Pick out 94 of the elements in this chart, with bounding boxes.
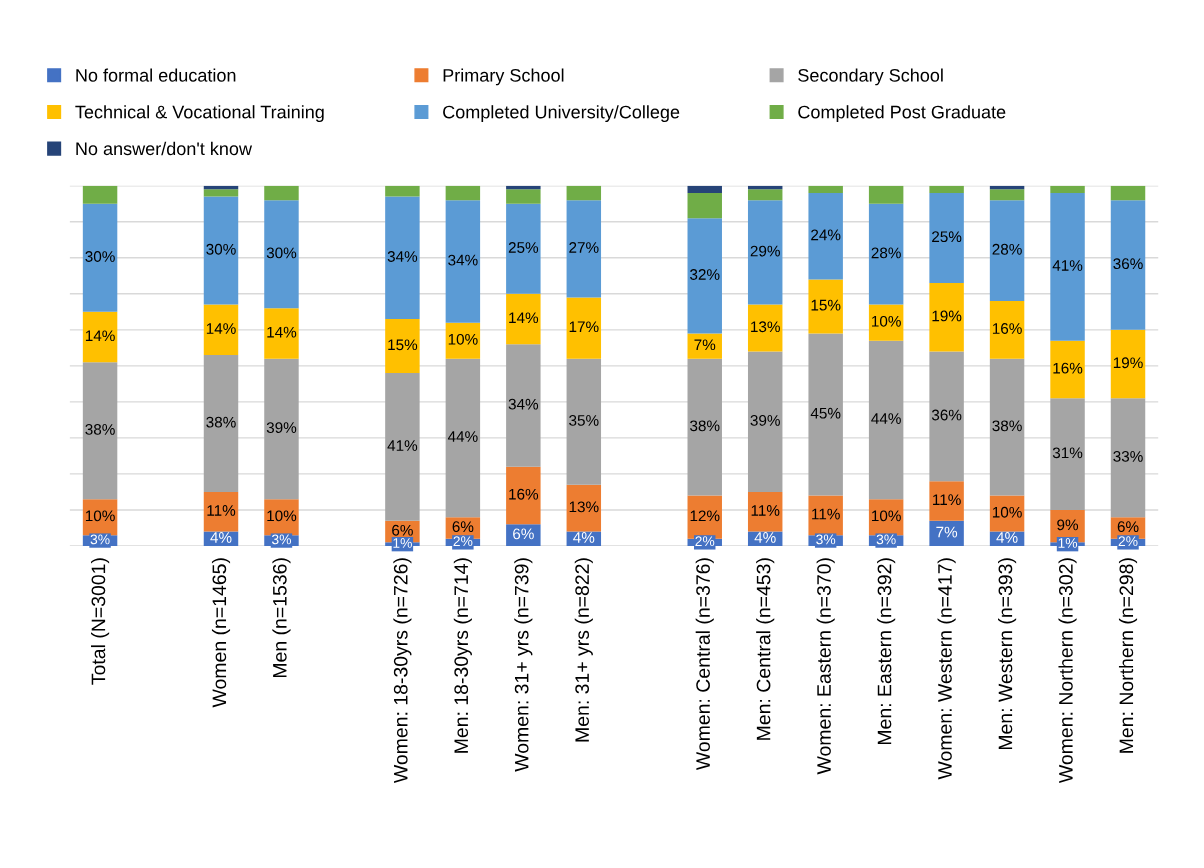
data-label: 16% — [992, 323, 1022, 334]
data-label: 6% — [452, 521, 474, 533]
data-label: 36% — [1113, 258, 1143, 270]
data-label: 32% — [690, 269, 720, 280]
data-label: 3% — [816, 534, 836, 545]
data-label: 13% — [751, 321, 780, 333]
data-label: 15% — [811, 299, 841, 311]
data-label: 28% — [992, 243, 1022, 255]
data-label: 14% — [85, 330, 115, 342]
x-tick-label: Men: Northern (n=298) — [1118, 558, 1138, 753]
legend-label: Technical & Vocational Training — [75, 105, 324, 122]
data-label: 4% — [573, 532, 595, 543]
data-label: 44% — [447, 431, 478, 442]
x-tick-label: Men (n=1536) — [272, 558, 291, 678]
legend-label: No formal education — [76, 68, 236, 82]
data-label: 17% — [569, 321, 599, 333]
data-label: 10% — [872, 510, 901, 522]
data-label: 44% — [871, 413, 901, 424]
data-label: 10% — [267, 510, 297, 522]
x-tick-label: Women: Central (n=376) — [695, 558, 714, 771]
data-label: 30% — [266, 247, 297, 259]
data-label: 11% — [933, 494, 961, 505]
data-label: 38% — [85, 423, 115, 435]
data-label: 39% — [266, 422, 297, 433]
x-tick-label: Women (n=1465) — [211, 558, 231, 708]
legend-label: No answer/don't know — [76, 141, 253, 156]
x-tick-label: Men: Central (n=453) — [756, 558, 775, 740]
data-label: 27% — [569, 242, 599, 253]
legend-label: Primary School — [443, 68, 564, 86]
data-label: 10% — [872, 315, 901, 327]
data-label: 10% — [992, 506, 1022, 518]
data-label: 34% — [387, 251, 418, 262]
data-label: 9% — [1057, 519, 1079, 531]
data-label: 13% — [569, 501, 599, 513]
data-label: 3% — [876, 534, 896, 545]
data-label: 19% — [1113, 357, 1143, 369]
data-label: 31% — [1052, 447, 1083, 459]
data-label: 38% — [992, 420, 1022, 432]
data-label: 45% — [810, 407, 841, 419]
x-tick-label: Women: Eastern (n=370) — [816, 558, 835, 775]
data-label: 1% — [1058, 538, 1078, 548]
data-label: 16% — [1053, 362, 1083, 374]
data-label: 25% — [508, 242, 539, 253]
data-label: 6% — [392, 524, 413, 536]
x-tick-label: Total (N=3001) — [91, 558, 110, 685]
data-label: 4% — [210, 532, 232, 543]
data-label: 41% — [387, 440, 418, 451]
data-label: 29% — [750, 245, 780, 257]
data-label: 6% — [513, 528, 534, 540]
data-label: 19% — [932, 310, 962, 322]
data-label: 10% — [448, 333, 478, 345]
data-label: 39% — [750, 414, 780, 426]
x-tick-label: Men: Eastern (n=392) — [877, 558, 896, 745]
data-label: 7% — [694, 339, 716, 351]
data-label: 11% — [207, 505, 236, 516]
legend-label: Completed University/College — [443, 105, 680, 122]
legend-label: Completed Post Graduate — [798, 105, 1006, 122]
x-tick-label: Women: Western (n=417) — [937, 558, 956, 780]
data-label: 30% — [85, 251, 115, 262]
x-tick-label: Men: Western (n=393) — [998, 558, 1017, 750]
data-label: 4% — [996, 532, 1018, 543]
data-label: 33% — [1113, 451, 1143, 462]
data-label: 14% — [267, 326, 297, 338]
data-label: 11% — [751, 505, 780, 516]
data-label: 4% — [754, 532, 776, 543]
data-label: 34% — [448, 254, 478, 266]
data-label: 24% — [811, 229, 841, 241]
x-tick-label: Women: Northern (n=302) — [1058, 558, 1077, 784]
x-tick-label: Men: 18-30yrs (n=714) — [453, 558, 472, 753]
data-label: 36% — [931, 409, 962, 421]
data-label: 38% — [690, 420, 720, 432]
x-tick-label: Men: 31+ yrs (n=822) — [574, 558, 593, 742]
data-label: 10% — [85, 510, 115, 522]
data-label: 3% — [90, 534, 110, 545]
data-label: 35% — [569, 414, 599, 426]
data-label: 28% — [871, 247, 901, 259]
data-label: 16% — [509, 488, 539, 500]
data-label: 6% — [1117, 521, 1139, 533]
data-label: 30% — [206, 243, 236, 255]
data-label: 41% — [1052, 260, 1083, 271]
x-tick-label: Women: 18-30yrs (n=726) — [393, 558, 412, 784]
data-label: 3% — [271, 534, 292, 545]
data-label: 15% — [388, 339, 418, 351]
legend-label: Secondary School — [798, 68, 943, 86]
data-label: 1% — [393, 538, 412, 548]
x-tick-label: Women: 31+ yrs (n=739) — [514, 558, 533, 772]
data-label: 7% — [936, 526, 958, 538]
data-label: 12% — [690, 510, 720, 522]
data-label: 14% — [509, 312, 539, 324]
data-label: 38% — [206, 416, 236, 428]
data-label: 11% — [812, 508, 840, 520]
data-label: 34% — [508, 398, 539, 410]
data-label: 14% — [206, 323, 236, 334]
data-label: 25% — [932, 231, 962, 243]
